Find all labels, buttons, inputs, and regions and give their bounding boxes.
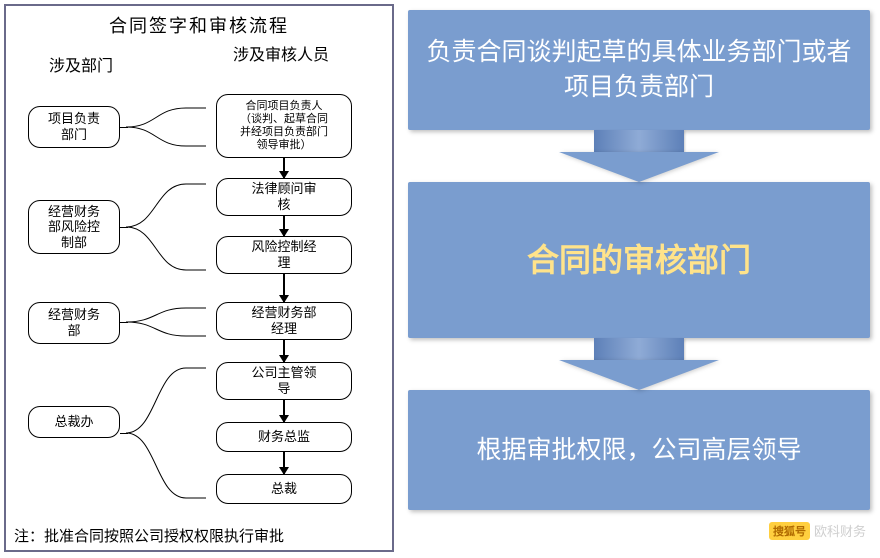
connector-line (120, 433, 128, 434)
watermark-badge: 搜狐号 (769, 522, 810, 540)
flow-arrow-down (283, 400, 285, 422)
brace-connector (126, 178, 206, 276)
summary-box: 合同的审核部门 (408, 182, 870, 338)
step-box: 总裁 (216, 474, 352, 504)
summary-box: 负责合同谈判起草的具体业务部门或者项目负责部门 (408, 10, 870, 130)
left-title: 合同签字和审核流程 (6, 6, 392, 38)
dept-box: 总裁办 (28, 406, 120, 438)
brace-connector (126, 302, 206, 342)
left-footnote: 注：批准合同按照公司授权权限执行审批 (14, 525, 284, 546)
flow-arrow-down (283, 216, 285, 236)
step-box: 合同项目负责人 （谈判、起草合同 并经项目负责部门 领导审批） (216, 94, 352, 158)
subheading-personnel: 涉及审核人员 (226, 46, 336, 65)
step-box: 经营财务部 经理 (216, 302, 352, 340)
left-flowchart-panel: 合同签字和审核流程 涉及部门 涉及审核人员 项目负责 部门经营财务 部风险控 制… (4, 4, 394, 552)
connector-line (120, 227, 128, 228)
flow-arrow-down (283, 340, 285, 362)
summary-box: 根据审批权限，公司高层领导 (408, 390, 870, 510)
brace-connector (126, 362, 206, 504)
step-box: 财务总监 (216, 422, 352, 452)
subheading-departments: 涉及部门 (36, 52, 126, 76)
brace-connector (126, 102, 206, 152)
connector-line (120, 127, 128, 128)
watermark-text: 欧科财务 (814, 521, 866, 540)
connector-line (120, 322, 128, 323)
step-box: 风险控制经 理 (216, 236, 352, 274)
step-box: 法律顾问审 核 (216, 178, 352, 216)
flow-arrow-down (283, 158, 285, 178)
summary-arrow-down (408, 130, 870, 182)
step-box: 公司主管领 导 (216, 362, 352, 400)
summary-arrow-down (408, 338, 870, 390)
dept-box: 经营财务 部 (28, 302, 120, 344)
flow-arrow-down (283, 452, 285, 474)
dept-box: 经营财务 部风险控 制部 (28, 200, 120, 254)
dept-box: 项目负责 部门 (28, 106, 120, 148)
flow-arrow-down (283, 274, 285, 302)
right-summary-panel: 负责合同谈判起草的具体业务部门或者项目负责部门合同的审核部门根据审批权限，公司高… (406, 4, 876, 552)
watermark: 搜狐号 欧科财务 (769, 521, 866, 540)
